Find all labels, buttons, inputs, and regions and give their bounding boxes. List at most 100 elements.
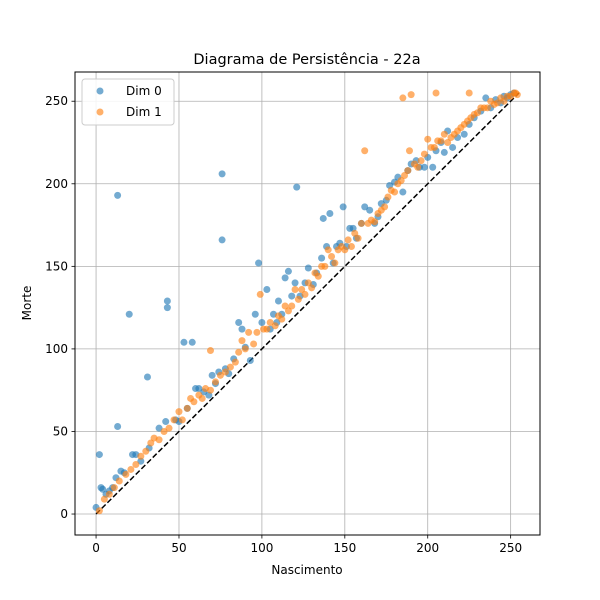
data-point-dim1 — [444, 139, 452, 147]
chart-title: Diagrama de Persistência - 22a — [193, 52, 420, 68]
data-point-dim1 — [175, 408, 183, 416]
plot-frame — [74, 71, 541, 536]
data-point-dim1 — [142, 447, 150, 455]
data-point-dim1 — [278, 315, 286, 323]
data-point-dim1 — [321, 262, 329, 270]
legend-marker-dim1 — [96, 108, 104, 116]
x-tick-label: 150 — [333, 541, 356, 555]
data-point-dim0 — [163, 297, 171, 305]
data-point-dim0 — [318, 254, 326, 262]
data-point-dim1 — [235, 348, 243, 356]
data-point-dim0 — [440, 148, 448, 156]
data-point-dim0 — [208, 371, 216, 379]
legend-marker-dim0 — [96, 87, 104, 95]
data-point-dim1 — [241, 345, 249, 353]
data-point-dim1 — [417, 157, 425, 165]
data-point-dim0 — [125, 310, 133, 318]
y-tick-label: 150 — [45, 259, 68, 273]
y-tick-label: 100 — [45, 342, 68, 356]
data-point-dim1 — [95, 507, 103, 515]
data-point-dim1 — [211, 378, 219, 386]
data-point-dim0 — [304, 264, 312, 272]
data-point-dim0 — [114, 423, 122, 431]
x-axis-label: Nascimento — [271, 563, 342, 577]
data-point-dim1 — [407, 91, 415, 99]
data-point-dim0 — [429, 163, 437, 171]
data-point-dim0 — [293, 183, 301, 191]
y-tick-label: 0 — [60, 507, 68, 521]
x-tick-label: 0 — [92, 541, 100, 555]
data-point-dim0 — [162, 418, 170, 426]
data-point-dim1 — [216, 371, 224, 379]
data-point-dim1 — [357, 219, 365, 227]
data-point-dim0 — [114, 191, 122, 199]
data-point-dim0 — [95, 451, 103, 459]
series-dim1 — [95, 89, 521, 515]
data-point-dim1 — [500, 97, 508, 105]
data-point-dim1 — [304, 279, 312, 287]
data-point-dim1 — [160, 427, 168, 435]
data-point-dim0 — [326, 210, 334, 218]
data-point-dim1 — [414, 163, 422, 171]
data-point-dim1 — [381, 203, 389, 211]
data-point-dim0 — [284, 267, 292, 275]
data-point-dim0 — [218, 170, 226, 178]
x-tick-label: 50 — [171, 541, 186, 555]
data-point-dim1 — [183, 404, 191, 412]
data-point-dim1 — [190, 398, 198, 406]
data-point-dim1 — [347, 243, 355, 251]
diagonal-line — [95, 92, 520, 515]
legend-label-dim0: Dim 0 — [126, 84, 162, 98]
data-point-dim1 — [263, 325, 271, 333]
data-point-dim1 — [253, 328, 261, 336]
data-point-dim0 — [246, 356, 254, 364]
data-point-dim1 — [344, 236, 352, 244]
data-point-dim0 — [99, 485, 107, 493]
data-point-dim0 — [180, 338, 188, 346]
data-point-dim1 — [206, 386, 214, 394]
data-point-dim1 — [324, 246, 332, 254]
data-point-dim1 — [100, 495, 108, 503]
data-point-dim1 — [371, 218, 379, 226]
points-layer — [92, 89, 521, 515]
legend: Dim 0 Dim 1 — [81, 78, 175, 126]
data-point-dim1 — [328, 252, 336, 260]
data-point-dim1 — [493, 99, 501, 107]
y-tick-label: 50 — [53, 424, 68, 438]
data-point-dim1 — [226, 363, 234, 371]
y-tick-label: 250 — [45, 94, 68, 108]
data-point-dim1 — [178, 416, 186, 424]
data-point-dim1 — [284, 307, 292, 315]
data-point-dim1 — [354, 234, 362, 242]
data-point-dim0 — [449, 143, 457, 151]
data-point-dim0 — [163, 304, 171, 312]
data-point-dim0 — [235, 318, 243, 326]
data-point-dim0 — [263, 285, 271, 293]
data-point-dim1 — [132, 460, 140, 468]
data-point-dim1 — [401, 172, 409, 180]
data-point-dim1 — [245, 328, 253, 336]
data-point-dim0 — [238, 325, 246, 333]
data-point-dim1 — [110, 484, 118, 492]
data-point-dim1 — [115, 477, 123, 485]
data-point-dim0 — [155, 424, 163, 432]
data-point-dim1 — [351, 229, 359, 237]
data-point-dim0 — [366, 206, 374, 214]
data-point-dim0 — [339, 203, 347, 211]
data-point-dim0 — [399, 188, 407, 196]
data-point-dim0 — [420, 163, 428, 171]
data-point-dim0 — [143, 373, 151, 381]
data-point-dim1 — [155, 436, 163, 444]
data-point-dim1 — [231, 358, 239, 366]
data-point-dim1 — [127, 465, 135, 473]
x-tick-label: 250 — [499, 541, 522, 555]
data-point-dim0 — [137, 457, 145, 465]
data-point-dim0 — [460, 130, 468, 138]
data-point-dim1 — [399, 94, 407, 102]
data-point-dim0 — [251, 310, 259, 318]
legend-label-dim1: Dim 1 — [126, 105, 162, 119]
data-point-dim1 — [473, 109, 481, 117]
data-point-dim1 — [170, 416, 178, 424]
data-point-dim1 — [256, 290, 264, 298]
